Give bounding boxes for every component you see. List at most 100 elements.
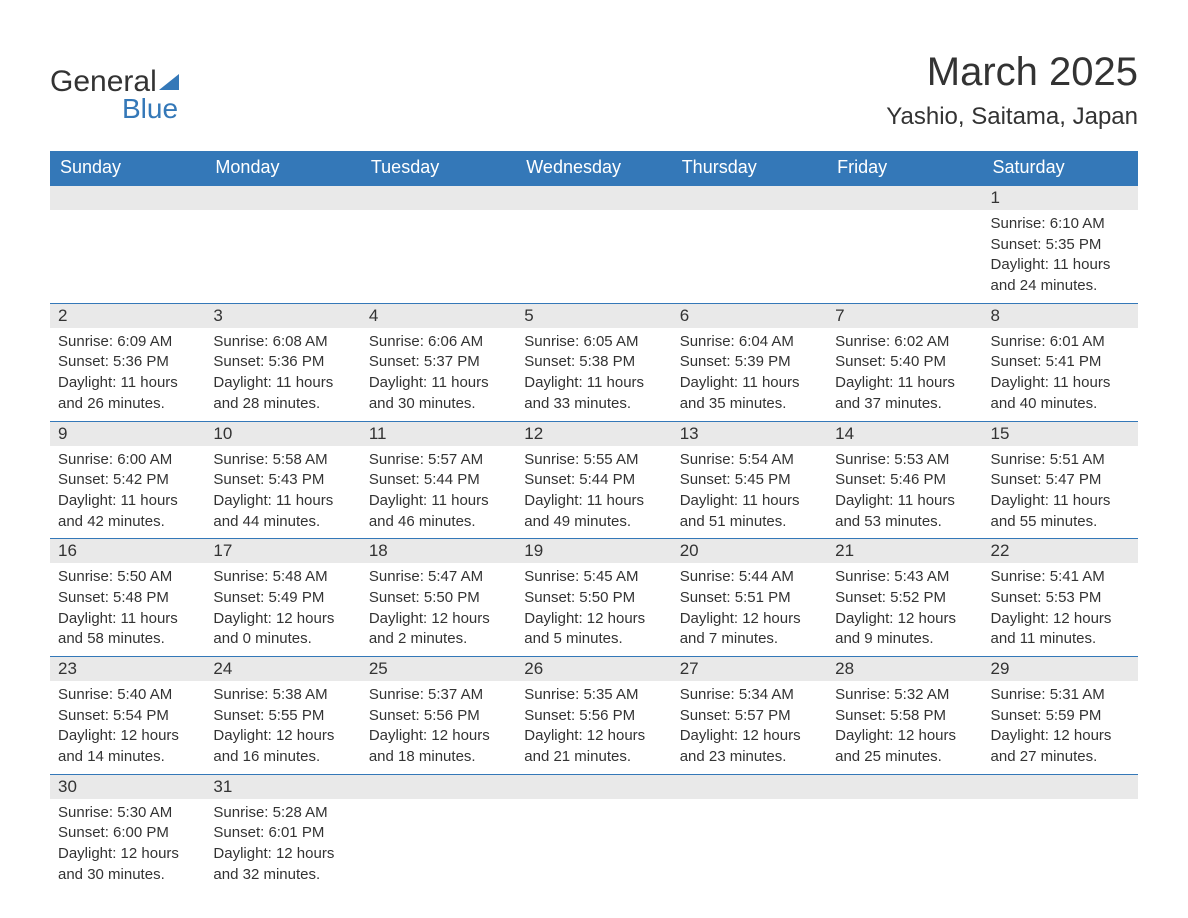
day-dl1: Daylight: 11 hours [524,491,663,512]
day-sunrise: Sunrise: 5:53 AM [835,450,974,471]
day-number: 18 [361,539,516,563]
day-sunrise: Sunrise: 6:09 AM [58,332,197,353]
day-number [672,775,827,799]
day-sunset: Sunset: 5:58 PM [835,706,974,727]
day-number: 15 [983,422,1138,446]
day-body: Sunrise: 5:50 AMSunset: 5:48 PMDaylight:… [50,563,205,656]
day-number: 29 [983,657,1138,681]
day-sunrise: Sunrise: 5:51 AM [991,450,1130,471]
day-dl1: Daylight: 12 hours [835,726,974,747]
day-sunset: Sunset: 5:44 PM [369,470,508,491]
day-body: Sunrise: 5:43 AMSunset: 5:52 PMDaylight:… [827,563,982,656]
day-number [361,186,516,210]
day-dl2: and 0 minutes. [213,629,352,650]
flag-icon [159,74,179,90]
day-dl2: and 32 minutes. [213,865,352,886]
day-sunset: Sunset: 5:39 PM [680,352,819,373]
day-dl1: Daylight: 11 hours [213,491,352,512]
day-sunrise: Sunrise: 5:58 AM [213,450,352,471]
calendar-day-cell: 29Sunrise: 5:31 AMSunset: 5:59 PMDayligh… [983,657,1138,775]
weekday-header: Wednesday [516,151,671,185]
day-dl1: Daylight: 12 hours [835,609,974,630]
day-dl2: and 14 minutes. [58,747,197,768]
day-sunset: Sunset: 5:41 PM [991,352,1130,373]
brand-logo: General Blue [50,65,179,125]
day-body: Sunrise: 5:45 AMSunset: 5:50 PMDaylight:… [516,563,671,656]
calendar-week-row: 16Sunrise: 5:50 AMSunset: 5:48 PMDayligh… [50,539,1138,657]
day-dl1: Daylight: 12 hours [680,609,819,630]
weekday-header: Tuesday [361,151,516,185]
day-body: Sunrise: 6:08 AMSunset: 5:36 PMDaylight:… [205,328,360,421]
day-dl2: and 2 minutes. [369,629,508,650]
day-body: Sunrise: 6:05 AMSunset: 5:38 PMDaylight:… [516,328,671,421]
day-dl2: and 26 minutes. [58,394,197,415]
calendar-day-cell: 1Sunrise: 6:10 AMSunset: 5:35 PMDaylight… [983,185,1138,303]
day-dl1: Daylight: 11 hours [991,491,1130,512]
day-sunrise: Sunrise: 6:00 AM [58,450,197,471]
day-body [361,210,516,220]
day-body: Sunrise: 5:34 AMSunset: 5:57 PMDaylight:… [672,681,827,774]
day-dl2: and 7 minutes. [680,629,819,650]
day-number: 31 [205,775,360,799]
day-dl2: and 51 minutes. [680,512,819,533]
day-body [516,210,671,220]
day-sunset: Sunset: 5:38 PM [524,352,663,373]
day-dl2: and 9 minutes. [835,629,974,650]
day-body: Sunrise: 5:55 AMSunset: 5:44 PMDaylight:… [516,446,671,539]
day-dl1: Daylight: 12 hours [369,609,508,630]
day-number: 20 [672,539,827,563]
calendar-day-cell: 20Sunrise: 5:44 AMSunset: 5:51 PMDayligh… [672,539,827,657]
day-body: Sunrise: 5:40 AMSunset: 5:54 PMDaylight:… [50,681,205,774]
day-dl1: Daylight: 11 hours [991,255,1130,276]
day-dl1: Daylight: 11 hours [991,373,1130,394]
day-number: 22 [983,539,1138,563]
day-body: Sunrise: 5:44 AMSunset: 5:51 PMDaylight:… [672,563,827,656]
day-sunset: Sunset: 5:57 PM [680,706,819,727]
day-dl2: and 46 minutes. [369,512,508,533]
calendar-day-cell: 18Sunrise: 5:47 AMSunset: 5:50 PMDayligh… [361,539,516,657]
day-sunrise: Sunrise: 5:30 AM [58,803,197,824]
day-number: 26 [516,657,671,681]
calendar-day-cell [672,185,827,303]
day-sunset: Sunset: 5:44 PM [524,470,663,491]
day-dl1: Daylight: 12 hours [213,726,352,747]
day-dl1: Daylight: 12 hours [524,609,663,630]
calendar-day-cell [516,185,671,303]
day-dl2: and 16 minutes. [213,747,352,768]
day-number: 21 [827,539,982,563]
calendar-day-cell: 21Sunrise: 5:43 AMSunset: 5:52 PMDayligh… [827,539,982,657]
day-dl1: Daylight: 12 hours [213,609,352,630]
day-body: Sunrise: 5:48 AMSunset: 5:49 PMDaylight:… [205,563,360,656]
day-body: Sunrise: 5:53 AMSunset: 5:46 PMDaylight:… [827,446,982,539]
calendar-week-row: 23Sunrise: 5:40 AMSunset: 5:54 PMDayligh… [50,657,1138,775]
day-dl2: and 35 minutes. [680,394,819,415]
calendar-day-cell: 27Sunrise: 5:34 AMSunset: 5:57 PMDayligh… [672,657,827,775]
day-number: 11 [361,422,516,446]
weekday-header: Friday [827,151,982,185]
calendar-day-cell: 7Sunrise: 6:02 AMSunset: 5:40 PMDaylight… [827,303,982,421]
calendar-day-cell [827,185,982,303]
calendar-day-cell [827,774,982,891]
day-sunrise: Sunrise: 6:10 AM [991,214,1130,235]
day-number [50,186,205,210]
day-body [672,799,827,809]
month-year: March 2025 [886,50,1138,95]
calendar-day-cell [361,774,516,891]
day-dl1: Daylight: 11 hours [369,373,508,394]
day-sunset: Sunset: 5:54 PM [58,706,197,727]
calendar-day-cell [672,774,827,891]
day-dl2: and 18 minutes. [369,747,508,768]
day-sunset: Sunset: 5:48 PM [58,588,197,609]
day-sunrise: Sunrise: 6:05 AM [524,332,663,353]
day-dl2: and 30 minutes. [58,865,197,886]
day-body: Sunrise: 6:02 AMSunset: 5:40 PMDaylight:… [827,328,982,421]
calendar-day-cell: 17Sunrise: 5:48 AMSunset: 5:49 PMDayligh… [205,539,360,657]
day-sunrise: Sunrise: 6:06 AM [369,332,508,353]
day-sunset: Sunset: 5:47 PM [991,470,1130,491]
day-body: Sunrise: 5:28 AMSunset: 6:01 PMDaylight:… [205,799,360,892]
calendar-week-row: 9Sunrise: 6:00 AMSunset: 5:42 PMDaylight… [50,421,1138,539]
day-sunrise: Sunrise: 5:43 AM [835,567,974,588]
day-body [50,210,205,220]
day-body: Sunrise: 6:10 AMSunset: 5:35 PMDaylight:… [983,210,1138,303]
calendar-day-cell: 30Sunrise: 5:30 AMSunset: 6:00 PMDayligh… [50,774,205,891]
